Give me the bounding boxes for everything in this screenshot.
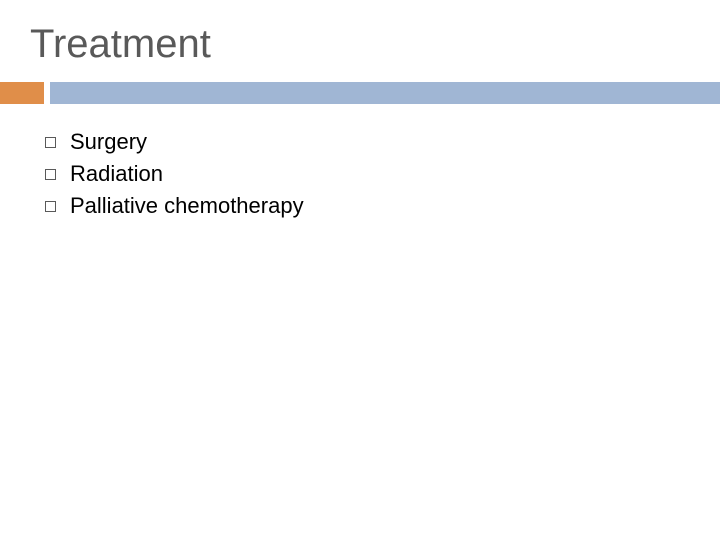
separator-blue (50, 82, 720, 104)
separator-bar (0, 82, 720, 104)
bullet-marker-icon (45, 137, 56, 148)
slide-title: Treatment (0, 22, 720, 67)
bullet-list: Surgery Radiation Palliative chemotherap… (45, 129, 720, 219)
list-item: Radiation (45, 161, 720, 187)
content-area: Surgery Radiation Palliative chemotherap… (0, 104, 720, 219)
list-item: Palliative chemotherapy (45, 193, 720, 219)
separator-orange (0, 82, 44, 104)
bullet-text: Palliative chemotherapy (70, 193, 304, 219)
bullet-marker-icon (45, 169, 56, 180)
bullet-text: Radiation (70, 161, 163, 187)
bullet-marker-icon (45, 201, 56, 212)
slide: Treatment Surgery Radiation Palliative c… (0, 0, 720, 540)
list-item: Surgery (45, 129, 720, 155)
bullet-text: Surgery (70, 129, 147, 155)
